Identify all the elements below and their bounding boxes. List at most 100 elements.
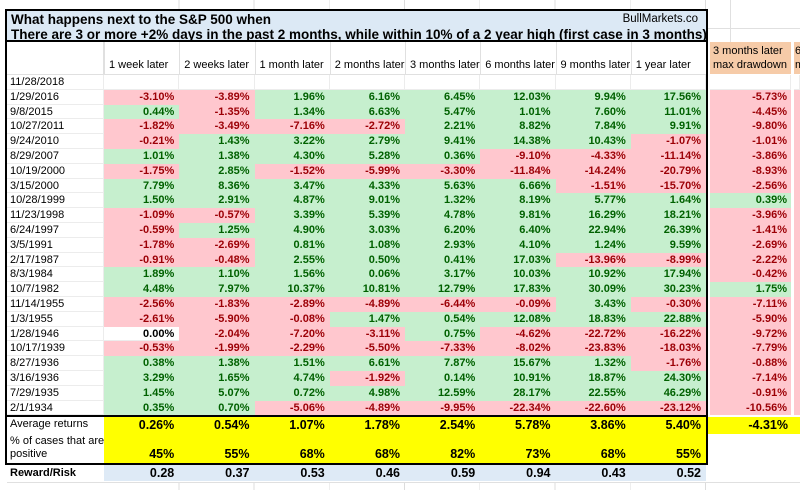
date-cell[interactable]: 11/28/2018 — [7, 75, 104, 90]
value-cell[interactable]: 8.36% — [179, 178, 255, 194]
value-cell[interactable]: 0.54% — [405, 311, 481, 327]
average-value-cell[interactable]: 2.54% — [405, 417, 481, 434]
reward-risk-cell[interactable]: 0.59 — [405, 465, 481, 481]
value-cell[interactable]: 7.60% — [555, 104, 631, 120]
value-cell[interactable] — [179, 75, 255, 90]
percent-positive-cell[interactable]: 55% — [630, 434, 706, 463]
value-cell[interactable]: -15.70% — [630, 178, 706, 194]
date-cell[interactable]: 10/28/1999 — [7, 193, 104, 209]
value-cell[interactable]: 9.91% — [630, 119, 706, 135]
drawdown-cell[interactable]: -0.42% — [710, 267, 791, 283]
average-drawdown-cell[interactable]: -4.31% — [710, 417, 800, 434]
value-cell[interactable]: -0.57% — [179, 208, 255, 223]
average-value-cell[interactable]: 1.07% — [254, 417, 330, 434]
drawdown-cell[interactable]: 1.75% — [710, 282, 791, 297]
percent-positive-cell[interactable]: 45% — [104, 434, 180, 463]
value-cell[interactable]: 17.03% — [480, 252, 556, 268]
value-cell[interactable]: -2.89% — [254, 296, 330, 312]
value-cell[interactable]: 3.43% — [555, 296, 631, 312]
value-cell[interactable]: 22.88% — [630, 311, 706, 327]
value-cell[interactable]: -7.33% — [405, 341, 481, 357]
value-cell[interactable]: 0.41% — [405, 252, 481, 268]
value-cell[interactable]: 1.50% — [104, 193, 180, 209]
value-cell[interactable]: -2.56% — [104, 296, 180, 312]
value-cell[interactable]: 3.29% — [104, 370, 180, 386]
value-cell[interactable]: -0.59% — [104, 222, 180, 238]
value-cell[interactable]: 0.81% — [254, 237, 330, 253]
value-cell[interactable]: -7.16% — [254, 119, 330, 135]
value-cell[interactable]: 1.34% — [254, 104, 330, 120]
value-cell[interactable]: 0.75% — [405, 326, 481, 342]
average-returns-label[interactable]: Average returns — [10, 418, 89, 430]
value-cell[interactable]: 3.17% — [405, 267, 481, 283]
average-value-cell[interactable]: 0.54% — [179, 417, 255, 434]
value-cell[interactable]: -1.99% — [179, 341, 255, 357]
value-cell[interactable]: -3.49% — [179, 119, 255, 135]
value-cell[interactable]: 6.45% — [405, 89, 481, 105]
reward-risk-cell[interactable]: 0.52 — [630, 465, 706, 481]
column-header[interactable]: 1 month later — [254, 42, 330, 74]
date-cell[interactable]: 2/17/1987 — [7, 252, 104, 268]
value-cell[interactable]: 11.01% — [630, 104, 706, 120]
date-cell[interactable]: 2/1/1934 — [7, 400, 104, 416]
value-cell[interactable]: -3.30% — [405, 163, 481, 179]
value-cell[interactable]: -11.84% — [480, 163, 556, 179]
value-cell[interactable]: 1.56% — [254, 267, 330, 283]
column-header[interactable]: 1 week later — [104, 42, 179, 74]
column-header[interactable]: 1 year later — [630, 42, 706, 74]
value-cell[interactable]: 6.66% — [480, 178, 556, 194]
value-cell[interactable]: 5.47% — [405, 104, 481, 120]
reward-risk-cell[interactable]: 0.46 — [329, 465, 405, 481]
value-cell[interactable]: 2.93% — [405, 237, 481, 253]
value-cell[interactable]: -0.09% — [480, 296, 556, 312]
percent-positive-cell[interactable]: 68% — [329, 434, 405, 463]
average-value-cell[interactable]: 5.78% — [480, 417, 556, 434]
value-cell[interactable] — [480, 75, 556, 90]
reward-risk-cell[interactable]: 0.37 — [179, 465, 255, 481]
value-cell[interactable]: -6.44% — [405, 296, 481, 312]
value-cell[interactable]: -14.24% — [555, 163, 631, 179]
value-cell[interactable]: 12.59% — [405, 385, 481, 401]
value-cell[interactable]: -3.11% — [329, 326, 405, 342]
drawdown-cell[interactable]: -0.88% — [710, 356, 791, 371]
percent-positive-cell[interactable]: 82% — [405, 434, 481, 463]
value-cell[interactable]: 1.25% — [179, 222, 255, 238]
value-cell[interactable]: -2.69% — [179, 237, 255, 253]
empty-cell[interactable] — [710, 434, 791, 463]
value-cell[interactable]: 0.35% — [104, 400, 180, 416]
date-cell[interactable]: 9/24/2010 — [7, 134, 104, 149]
value-cell[interactable]: -1.82% — [104, 119, 180, 135]
value-cell[interactable]: -0.48% — [179, 252, 255, 268]
value-cell[interactable]: 15.67% — [480, 356, 556, 371]
reward-risk-cell[interactable]: 0.43 — [555, 465, 631, 481]
drawdown-cell[interactable] — [710, 75, 791, 90]
value-cell[interactable]: 5.63% — [405, 178, 481, 194]
value-cell[interactable]: 1.01% — [480, 104, 556, 120]
value-cell[interactable]: 10.03% — [480, 267, 556, 283]
value-cell[interactable]: -5.99% — [329, 163, 405, 179]
date-cell[interactable]: 10/17/1939 — [7, 341, 104, 357]
date-cell[interactable]: 3/15/2000 — [7, 178, 104, 194]
value-cell[interactable]: 2.55% — [254, 252, 330, 268]
value-cell[interactable]: 1.96% — [254, 89, 330, 105]
value-cell[interactable]: -23.12% — [630, 400, 706, 416]
value-cell[interactable]: 8.19% — [480, 193, 556, 209]
value-cell[interactable]: 6.40% — [480, 222, 556, 238]
value-cell[interactable]: 2.85% — [179, 163, 255, 179]
value-cell[interactable]: -4.33% — [555, 148, 631, 164]
value-cell[interactable]: 0.50% — [329, 252, 405, 268]
value-cell[interactable]: 1.08% — [329, 237, 405, 253]
date-cell[interactable]: 7/29/1935 — [7, 385, 104, 401]
value-cell[interactable]: 12.79% — [405, 282, 481, 297]
drawdown-cell[interactable]: -7.11% — [710, 296, 791, 312]
percent-positive-cell[interactable]: 68% — [555, 434, 631, 463]
date-cell[interactable]: 10/19/2000 — [7, 163, 104, 179]
value-cell[interactable]: -8.99% — [630, 252, 706, 268]
value-cell[interactable]: 1.01% — [104, 148, 180, 164]
drawdown-cell[interactable]: -8.93% — [710, 163, 791, 179]
date-cell[interactable]: 10/27/2011 — [7, 119, 104, 135]
column-header[interactable]: 2 months later — [329, 42, 405, 74]
value-cell[interactable]: 6.20% — [405, 222, 481, 238]
value-cell[interactable]: 4.98% — [329, 385, 405, 401]
value-cell[interactable]: 46.29% — [630, 385, 706, 401]
